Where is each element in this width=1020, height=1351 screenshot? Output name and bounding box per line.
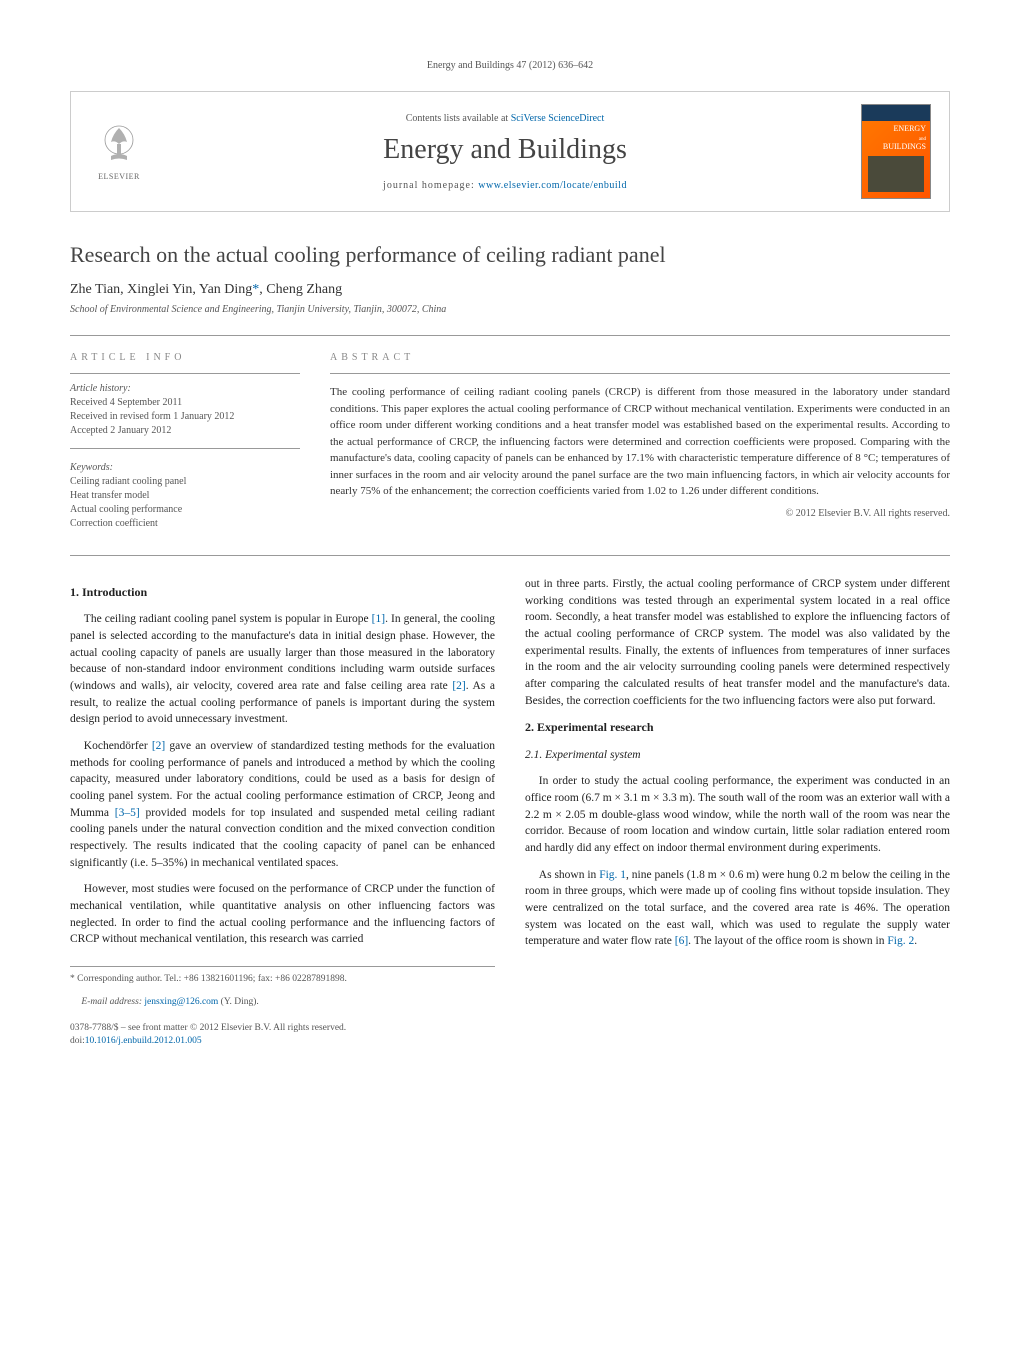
authors-tail: , Cheng Zhang [259, 282, 342, 297]
abstract-column: abstract The cooling performance of ceil… [330, 352, 950, 531]
cover-title-l1: ENERGY [894, 124, 926, 133]
p6c: . The layout of the office room is shown… [688, 935, 887, 947]
authors-main: Zhe Tian, Xinglei Yin, Yan Ding [70, 282, 252, 297]
homepage-prefix: journal homepage: [383, 180, 478, 191]
abstract-copyright: © 2012 Elsevier B.V. All rights reserved… [330, 508, 950, 519]
cover-title-l2: BUILDINGS [883, 142, 926, 151]
ref-2-link[interactable]: [2] [452, 680, 465, 692]
journal-homepage-link[interactable]: www.elsevier.com/locate/enbuild [478, 180, 627, 191]
history-revised: Received in revised form 1 January 2012 [70, 410, 300, 424]
journal-reference: Energy and Buildings 47 (2012) 636–642 [70, 60, 950, 71]
p1a: The ceiling radiant cooling panel system… [84, 613, 372, 625]
issn-line: 0378-7788/$ – see front matter © 2012 El… [70, 1023, 346, 1033]
keywords-label: Keywords: [70, 461, 300, 475]
article-title: Research on the actual cooling performan… [70, 242, 950, 268]
corr-email-link[interactable]: jensxing@126.com [144, 997, 218, 1007]
article-info-heading: article info [70, 352, 300, 363]
cover-title: ENERGY and BUILDINGS [883, 125, 926, 151]
corresponding-author-footnote: * Corresponding author. Tel.: +86 138216… [70, 966, 495, 1010]
journal-cover-thumbnail: ENERGY and BUILDINGS [861, 104, 931, 199]
doi-block: 0378-7788/$ – see front matter © 2012 El… [70, 1022, 495, 1049]
article-info-column: article info Article history: Received 4… [70, 352, 300, 531]
doi-label: doi: [70, 1036, 85, 1046]
ref-2b-link[interactable]: [2] [152, 740, 165, 752]
contents-prefix: Contents lists available at [406, 113, 511, 124]
keyword-2: Heat transfer model [70, 489, 300, 503]
email-label: E-mail address: [81, 997, 144, 1007]
p2a: Kochendörfer [84, 740, 152, 752]
exp-p1: In order to study the actual cooling per… [525, 773, 950, 856]
section-1-heading: 1. Introduction [70, 584, 495, 601]
fig-1-link[interactable]: Fig. 1 [599, 869, 626, 881]
contents-lists-line: Contents lists available at SciVerse Sci… [149, 113, 861, 124]
sciencedirect-link[interactable]: SciVerse ScienceDirect [511, 113, 605, 124]
history-accepted: Accepted 2 January 2012 [70, 424, 300, 438]
fig-2-link[interactable]: Fig. 2 [887, 935, 914, 947]
p6a: As shown in [539, 869, 599, 881]
cover-top-bar [862, 105, 930, 121]
corr-author-line: * Corresponding author. Tel.: +86 138216… [70, 973, 495, 986]
elsevier-logo: ELSEVIER [89, 117, 149, 187]
ref-3-5-link[interactable]: [3–5] [115, 807, 140, 819]
section-2-1-heading: 2.1. Experimental system [525, 747, 950, 764]
meta-abstract-row: article info Article history: Received 4… [70, 335, 950, 531]
intro-p1: The ceiling radiant cooling panel system… [70, 611, 495, 728]
intro-p2: Kochendörfer [2] gave an overview of sta… [70, 738, 495, 871]
author-list: Zhe Tian, Xinglei Yin, Yan Ding*, Cheng … [70, 282, 950, 298]
exp-p2: As shown in Fig. 1, nine panels (1.8 m ×… [525, 867, 950, 950]
elsevier-logo-text: ELSEVIER [98, 172, 140, 181]
keyword-1: Ceiling radiant cooling panel [70, 475, 300, 489]
header-center: Contents lists available at SciVerse Sci… [149, 113, 861, 191]
journal-homepage-line: journal homepage: www.elsevier.com/locat… [149, 180, 861, 191]
article-history-label: Article history: [70, 382, 300, 396]
article-body: 1. Introduction The ceiling radiant cool… [70, 576, 950, 1048]
journal-title: Energy and Buildings [149, 134, 861, 166]
p6d: . [914, 935, 917, 947]
ref-1-link[interactable]: [1] [372, 613, 385, 625]
journal-header-box: ELSEVIER Contents lists available at Sci… [70, 91, 950, 212]
abstract-text: The cooling performance of ceiling radia… [330, 384, 950, 500]
cover-image-placeholder [868, 156, 924, 192]
section-2-heading: 2. Experimental research [525, 719, 950, 736]
ref-6-link[interactable]: [6] [675, 935, 688, 947]
keyword-3: Actual cooling performance [70, 503, 300, 517]
keyword-4: Correction coefficient [70, 517, 300, 531]
intro-p3: However, most studies were focused on th… [70, 881, 495, 948]
email-tail: (Y. Ding). [218, 997, 258, 1007]
doi-link[interactable]: 10.1016/j.enbuild.2012.01.005 [85, 1036, 202, 1046]
abstract-heading: abstract [330, 352, 950, 363]
page-root: Energy and Buildings 47 (2012) 636–642 E… [0, 0, 1020, 1088]
corr-email-line: E-mail address: jensxing@126.com (Y. Din… [70, 996, 495, 1009]
history-received: Received 4 September 2011 [70, 396, 300, 410]
elsevier-tree-icon [97, 122, 141, 170]
intro-p4: out in three parts. Firstly, the actual … [525, 576, 950, 709]
affiliation: School of Environmental Science and Engi… [70, 304, 950, 315]
